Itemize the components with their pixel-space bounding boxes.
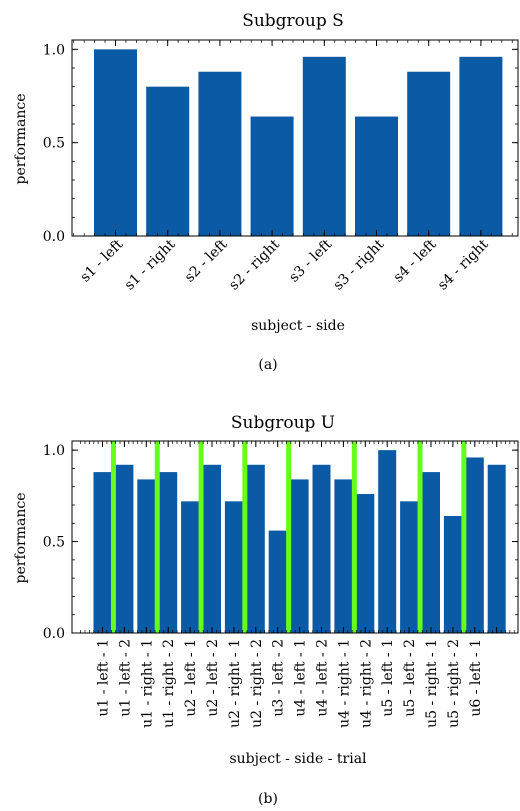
- ticks: 0.0 0.5 1.0: [43, 441, 518, 642]
- x-tick-label: u2 - right - 2: [249, 639, 265, 728]
- plot-frame: [71, 440, 519, 634]
- bar: [378, 450, 397, 633]
- x-tick-label: u2 - right - 1: [227, 639, 243, 728]
- x-tick-label: u4 - left - 1: [293, 639, 309, 717]
- bar: [302, 56, 346, 236]
- bar: [355, 116, 398, 236]
- bar: [459, 56, 503, 236]
- bar: [268, 530, 287, 633]
- x-tick-label: u6 - left - 1: [468, 639, 484, 717]
- bar: [94, 49, 137, 237]
- x-tick-label: s1 - left: [77, 236, 126, 285]
- y-tick-label: 0.0: [43, 626, 65, 642]
- bar: [465, 457, 484, 633]
- bars: [93, 450, 506, 633]
- bar: [356, 494, 375, 633]
- green-marker: [461, 441, 467, 633]
- y-tick-label: 0.5: [43, 535, 65, 551]
- bar: [93, 472, 112, 633]
- bar: [146, 86, 190, 237]
- bar: [443, 515, 462, 633]
- bar: [422, 472, 440, 633]
- bar: [250, 116, 294, 236]
- x-axis-label: subject - side: [251, 318, 345, 334]
- green-marker: [110, 441, 116, 633]
- bar: [115, 464, 134, 633]
- y-tick-label: 1.0: [43, 443, 65, 459]
- x-tick-label: u4 - left - 2: [315, 639, 331, 717]
- bar: [407, 71, 451, 236]
- bar: [203, 464, 221, 633]
- x-tick-label: u1 - left - 1: [96, 639, 112, 717]
- chart-subgroup-s: Subgroup S performance 0.0 0.5 1.0 s1 - le…: [13, 11, 519, 373]
- x-tick-label: u1 - right - 2: [161, 639, 177, 728]
- bar: [487, 464, 506, 633]
- markers: [110, 441, 467, 633]
- x-tick-label: u4 - right - 2: [358, 639, 374, 728]
- chart-subgroup-u: Subgroup U performance 0.0 0.5 1.0 u1 - le…: [13, 413, 519, 807]
- green-marker: [351, 441, 357, 633]
- x-tick-label: u5 - left - 1: [380, 639, 396, 717]
- x-tick-label: s1 - right: [122, 236, 179, 293]
- plot-frame: [71, 39, 519, 237]
- x-tick-label: u5 - right - 1: [424, 639, 440, 728]
- chart-title: Subgroup S: [242, 11, 344, 31]
- x-axis-label: subject - side - trial: [229, 751, 367, 767]
- bar: [159, 472, 178, 633]
- x-tick-label: s4 - right: [435, 236, 492, 293]
- x-tick-label: u1 - right - 1: [139, 639, 155, 728]
- x-tick-label: s3 - left: [286, 236, 335, 285]
- x-tick-label: u4 - right - 1: [336, 639, 352, 728]
- x-tick-label: u2 - left - 1: [183, 639, 199, 717]
- x-tick-label: s2 - left: [182, 236, 231, 285]
- x-tick-label: s2 - right: [226, 236, 283, 293]
- y-tick-label: 0.5: [43, 136, 65, 152]
- green-marker: [154, 441, 160, 633]
- x-tick-label: s4 - left: [391, 236, 440, 285]
- caption: (a): [258, 357, 277, 373]
- y-axis-label: performance: [13, 93, 29, 184]
- x-tick-label: u5 - left - 2: [402, 639, 418, 717]
- bars: [94, 49, 503, 237]
- y-tick-label: 0.0: [43, 229, 65, 245]
- green-marker: [198, 441, 204, 633]
- x-tick-label: s3 - right: [330, 236, 387, 293]
- bar: [224, 501, 243, 633]
- bar: [334, 479, 353, 633]
- x-tick-labels: u1 - left - 1 u1 - left - 2 u1 - right - 1…: [96, 639, 484, 728]
- y-tick-label: 1.0: [43, 42, 65, 58]
- green-marker: [286, 441, 292, 633]
- x-tick-label: u5 - right - 2: [446, 639, 462, 728]
- x-tick-label: u1 - left - 2: [117, 639, 133, 717]
- green-marker: [417, 441, 423, 633]
- x-tick-label: u3 - left - 2: [271, 639, 287, 717]
- bar: [137, 479, 156, 633]
- x-tick-label: u2 - left - 2: [205, 639, 221, 717]
- bar: [312, 464, 331, 633]
- bar: [400, 501, 419, 633]
- bar: [198, 71, 242, 236]
- bar: [181, 501, 200, 633]
- bar: [246, 464, 265, 633]
- bar: [290, 479, 309, 633]
- chart-title: Subgroup U: [231, 413, 335, 433]
- caption: (b): [258, 791, 278, 807]
- y-axis-label: performance: [13, 492, 29, 583]
- green-marker: [242, 441, 248, 633]
